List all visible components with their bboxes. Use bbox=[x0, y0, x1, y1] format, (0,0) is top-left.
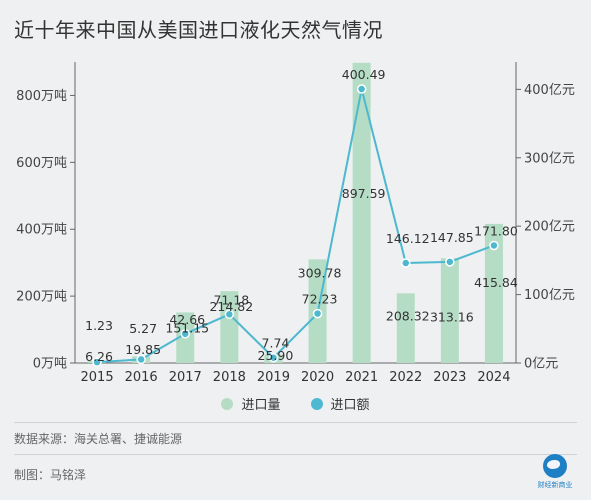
bar bbox=[352, 62, 371, 364]
line-point bbox=[356, 84, 367, 94]
line-series-path bbox=[96, 88, 495, 364]
line-point bbox=[136, 354, 146, 365]
line-value-label: 147.85 bbox=[430, 230, 474, 245]
line-point bbox=[445, 257, 455, 267]
legend-bar-label: 进口量 bbox=[241, 398, 281, 413]
x-tick-label: 2020 bbox=[301, 370, 334, 385]
line-value-label: 1.23 bbox=[85, 318, 113, 333]
legend-item-bar: 进口量 bbox=[221, 394, 281, 413]
right-tick-label: 0亿元 bbox=[524, 357, 558, 372]
line-value-label: 171.80 bbox=[474, 223, 518, 238]
x-tick-label: 2019 bbox=[257, 370, 290, 385]
right-tick-label: 400亿元 bbox=[524, 83, 575, 98]
line-point bbox=[92, 357, 102, 367]
bar bbox=[440, 258, 459, 363]
line-point bbox=[180, 329, 190, 339]
line-value-label: 400.49 bbox=[342, 67, 386, 82]
bar bbox=[220, 291, 239, 363]
line-value-label: 5.27 bbox=[129, 321, 157, 336]
legend-line-swatch bbox=[310, 397, 323, 410]
bar-value-label: 214.82 bbox=[209, 299, 253, 314]
x-tick-label: 2023 bbox=[433, 370, 466, 385]
line-value-label: 71.18 bbox=[213, 292, 249, 307]
globe-icon bbox=[543, 454, 567, 478]
bar bbox=[396, 293, 415, 363]
bar-value-label: 309.78 bbox=[298, 265, 342, 280]
legend-bar-swatch bbox=[221, 397, 234, 410]
line-value-label: 42.66 bbox=[169, 312, 205, 327]
bar-value-label: 208.32 bbox=[386, 308, 430, 323]
bar-value-label: 19.85 bbox=[125, 342, 161, 357]
x-tick-label: 2018 bbox=[213, 370, 246, 385]
line-value-label: 146.12 bbox=[386, 231, 430, 246]
legend-item-line: 进口额 bbox=[310, 394, 370, 413]
x-tick-label: 2021 bbox=[345, 370, 378, 385]
divider-bottom bbox=[14, 454, 577, 455]
legend: 进口量 进口额 bbox=[0, 394, 591, 413]
logo-text: 财经新商业 bbox=[537, 481, 573, 489]
divider-top bbox=[14, 422, 577, 423]
line-value-label: 7.74 bbox=[262, 336, 290, 351]
line-point bbox=[489, 240, 499, 251]
right-tick-label: 300亿元 bbox=[524, 151, 575, 166]
bar-value-label: 313.16 bbox=[430, 309, 474, 324]
source-note: 数据来源：海关总署、捷诚能源 bbox=[14, 432, 183, 446]
x-tick-label: 2024 bbox=[477, 370, 510, 385]
credit-note: 制图：马铭泽 bbox=[14, 468, 87, 482]
line-value-label: 72.23 bbox=[302, 292, 338, 307]
legend-line-label: 进口额 bbox=[330, 398, 370, 413]
x-tick-label: 2017 bbox=[169, 370, 202, 385]
bar-value-label: 415.84 bbox=[474, 275, 518, 290]
bar-value-label: 897.59 bbox=[342, 186, 386, 201]
left-tick-label: 200万吨 bbox=[16, 290, 67, 305]
bar-value-label: 25.90 bbox=[258, 348, 294, 363]
bar-value-label: 6.26 bbox=[85, 349, 113, 364]
left-tick-label: 800万吨 bbox=[16, 89, 67, 104]
bar-value-label: 151.15 bbox=[165, 320, 209, 335]
publisher-logo: 财经新商业 bbox=[534, 454, 576, 496]
x-tick-label: 2022 bbox=[389, 370, 422, 385]
line-point bbox=[268, 352, 279, 363]
right-tick-label: 100亿元 bbox=[524, 288, 575, 303]
line-point bbox=[312, 308, 323, 319]
line-point bbox=[401, 258, 411, 268]
right-tick-label: 200亿元 bbox=[524, 220, 575, 235]
left-tick-label: 400万吨 bbox=[16, 223, 67, 238]
left-tick-label: 600万吨 bbox=[16, 156, 67, 171]
x-tick-label: 2015 bbox=[81, 370, 114, 385]
chart-canvas: 0万吨 200万吨 400万吨 600万吨 800万吨 0亿元 100亿元 200亿元 300亿… bbox=[16, 62, 575, 385]
bar bbox=[484, 223, 503, 363]
chart-title: 近十年来中国从美国进口液化天然气情况 bbox=[14, 18, 383, 42]
left-tick-label: 0万吨 bbox=[33, 357, 67, 372]
x-tick-label: 2016 bbox=[125, 370, 158, 385]
line-point bbox=[224, 309, 235, 320]
